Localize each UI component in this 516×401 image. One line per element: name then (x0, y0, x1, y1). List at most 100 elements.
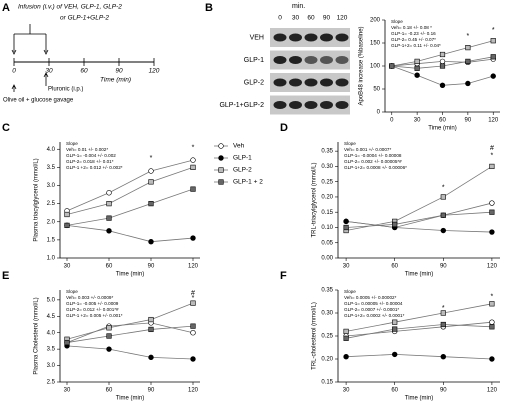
series-line (66, 224, 194, 243)
slope-line: GLP-1= -0.005 +/- 0.0009 (66, 301, 119, 306)
data-point (439, 82, 446, 89)
blot-band (335, 78, 349, 87)
series-line (346, 353, 492, 360)
data-point (106, 215, 112, 221)
blot-band (335, 56, 349, 64)
x-tick-label: 120 (188, 264, 199, 270)
blot-band (273, 101, 287, 109)
y-tick-label: 0.15 (321, 210, 333, 216)
blot-band (289, 101, 302, 109)
y-axis-label: Plasma triacylglycerol (mmol/L) (34, 158, 40, 241)
legend-marker (218, 143, 224, 149)
blot-band (320, 78, 333, 87)
significance-mark: * (192, 295, 195, 302)
blot-row-label: VEH (250, 34, 264, 41)
legend-marker (218, 167, 224, 173)
y-tick-label: 200 (370, 18, 381, 24)
slope-line: GLP-1= -0.004 +/- 0.002 (66, 153, 116, 158)
significance-mark: * (467, 33, 470, 40)
data-point (440, 354, 446, 360)
blot-band (335, 33, 349, 42)
x-tick-label: 60 (391, 388, 398, 394)
legend-marker (218, 155, 224, 161)
data-point (106, 346, 112, 352)
blot-band (289, 78, 302, 87)
data-point (64, 211, 70, 218)
significance-mark: * (442, 185, 445, 192)
timeline-tick-label: 120 (149, 68, 160, 75)
data-point (343, 224, 349, 231)
blot: 0 30 60 90 120 VEH GLP-1 GLP-2 GLP-1+GLP-2 (219, 15, 350, 115)
x-tick-label: 60 (391, 264, 398, 270)
y-tick-label: 2.5 (47, 201, 56, 207)
data-point (148, 326, 154, 333)
timeline-xlabel: Time (min) (100, 77, 131, 84)
data-point (148, 168, 154, 174)
series-line (391, 65, 494, 86)
series-line (66, 188, 194, 226)
significance-mark: * (150, 155, 153, 162)
panel-label: F (280, 270, 287, 282)
slope-line: Veh= 0.001 +/- 0.0007* (344, 147, 391, 152)
legend-label: GLP-2 (233, 167, 252, 174)
y-tick-label: 0.25 (321, 179, 333, 185)
data-point (389, 63, 395, 69)
y-tick-label: 3.0 (47, 183, 56, 189)
legend-label: GLP-1 (233, 155, 252, 162)
x-axis-label: Time (min) (116, 396, 144, 401)
data-point (64, 339, 70, 346)
data-point (190, 300, 196, 306)
slope-title: Slope (344, 289, 356, 294)
pluronic-text: Pluronic (i.p.) (48, 87, 83, 93)
arrow (43, 72, 49, 86)
legend-label: GLP-1 + 2 (233, 179, 263, 186)
data-point (106, 201, 112, 207)
significance-mark: # (490, 145, 494, 152)
x-tick-label: 60 (106, 388, 113, 394)
data-point (465, 80, 471, 87)
legend-label: Veh (233, 143, 245, 150)
slope-line: GLP-1+2= 0.11 +/- 0.04* (391, 43, 441, 48)
y-tick-label: 0.20 (321, 357, 333, 363)
significance-mark: * (442, 305, 445, 312)
x-axis-label: Time (min) (405, 396, 433, 401)
significance-mark: * (192, 144, 195, 151)
x-tick-label: 30 (343, 388, 350, 394)
data-point (148, 238, 154, 245)
panel-label: B (205, 2, 213, 14)
y-tick-label: 5.0 (47, 297, 56, 303)
x-tick-label: 30 (414, 118, 421, 124)
y-tick-label: 0.30 (321, 311, 333, 317)
slope-line: GLP-2= 0.012 +/- 0.001*# (66, 307, 119, 312)
blot-band (289, 33, 302, 42)
data-point (440, 227, 446, 234)
data-point (148, 354, 154, 361)
blot-band (273, 33, 287, 42)
data-point (489, 319, 495, 325)
slope-title: Slope (66, 141, 78, 146)
significance-mark: * (492, 27, 495, 34)
y-tick-label: 4.0 (47, 330, 56, 336)
data-point (106, 228, 112, 234)
significance-mark: # (191, 290, 195, 297)
x-tick-label: 90 (465, 118, 472, 124)
slope-line: GLP-1 +2= 0.012 +/- 0.002* (66, 165, 123, 170)
data-point (489, 209, 495, 215)
y-tick-label: 4.5 (47, 314, 56, 320)
slope-line: GLP-1= -0.0004 +/- 0.00008 (344, 153, 402, 158)
x-tick-label: 120 (487, 264, 498, 270)
y-axis-label: ApoB48 increase (%baseline) (359, 26, 365, 105)
blot-row-label: GLP-2 (244, 79, 264, 86)
series-line (346, 211, 492, 228)
y-tick-label: 3.5 (47, 165, 56, 171)
x-tick-label: 30 (343, 264, 350, 270)
y-tick-label: 0.00 (321, 256, 333, 262)
blot-band (320, 56, 333, 64)
data-point (465, 58, 471, 64)
slope-line: GLP-1= 0.00005 +/- 0.00004 (344, 301, 403, 306)
y-tick-label: 0.35 (321, 149, 333, 155)
data-point (439, 51, 446, 58)
slope-title: Slope (66, 289, 78, 294)
y-axis-label: TRL-triacylglycerol (mmol/L) (312, 162, 318, 237)
x-tick-label: 120 (188, 388, 199, 394)
